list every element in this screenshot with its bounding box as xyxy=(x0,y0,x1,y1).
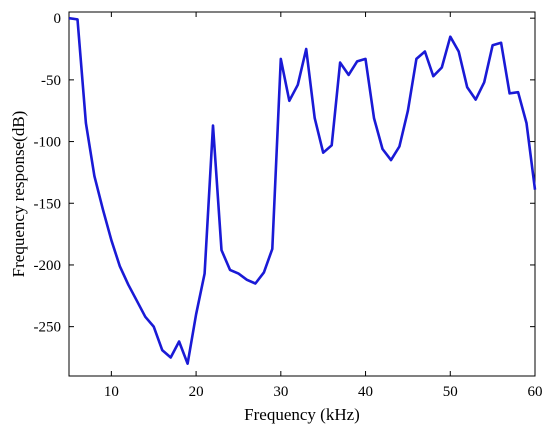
y-tick-label: -250 xyxy=(34,320,62,336)
x-tick-label: 60 xyxy=(528,384,543,400)
series-line xyxy=(68,16,537,366)
x-tick-label: 10 xyxy=(104,384,119,400)
y-axis-label: Frequency response(dB) xyxy=(9,111,28,278)
y-tick-label: -150 xyxy=(34,196,62,212)
x-tick-label: 50 xyxy=(443,384,458,400)
x-tick-label: 30 xyxy=(273,384,288,400)
axis-ticks: 10 20 30 40 50 60 0 -50 -100 -150 -200 -250 xyxy=(34,11,543,400)
y-tick-label: -200 xyxy=(34,258,62,274)
y-tick-label: -50 xyxy=(41,73,61,89)
y-tick-label: -100 xyxy=(34,135,62,151)
y-tick-label: 0 xyxy=(54,11,62,27)
x-tick-label: 40 xyxy=(358,384,373,400)
x-axis-label: Frequency (kHz) xyxy=(244,405,360,424)
plot-frame xyxy=(68,11,536,377)
x-tick-label: 20 xyxy=(189,384,204,400)
